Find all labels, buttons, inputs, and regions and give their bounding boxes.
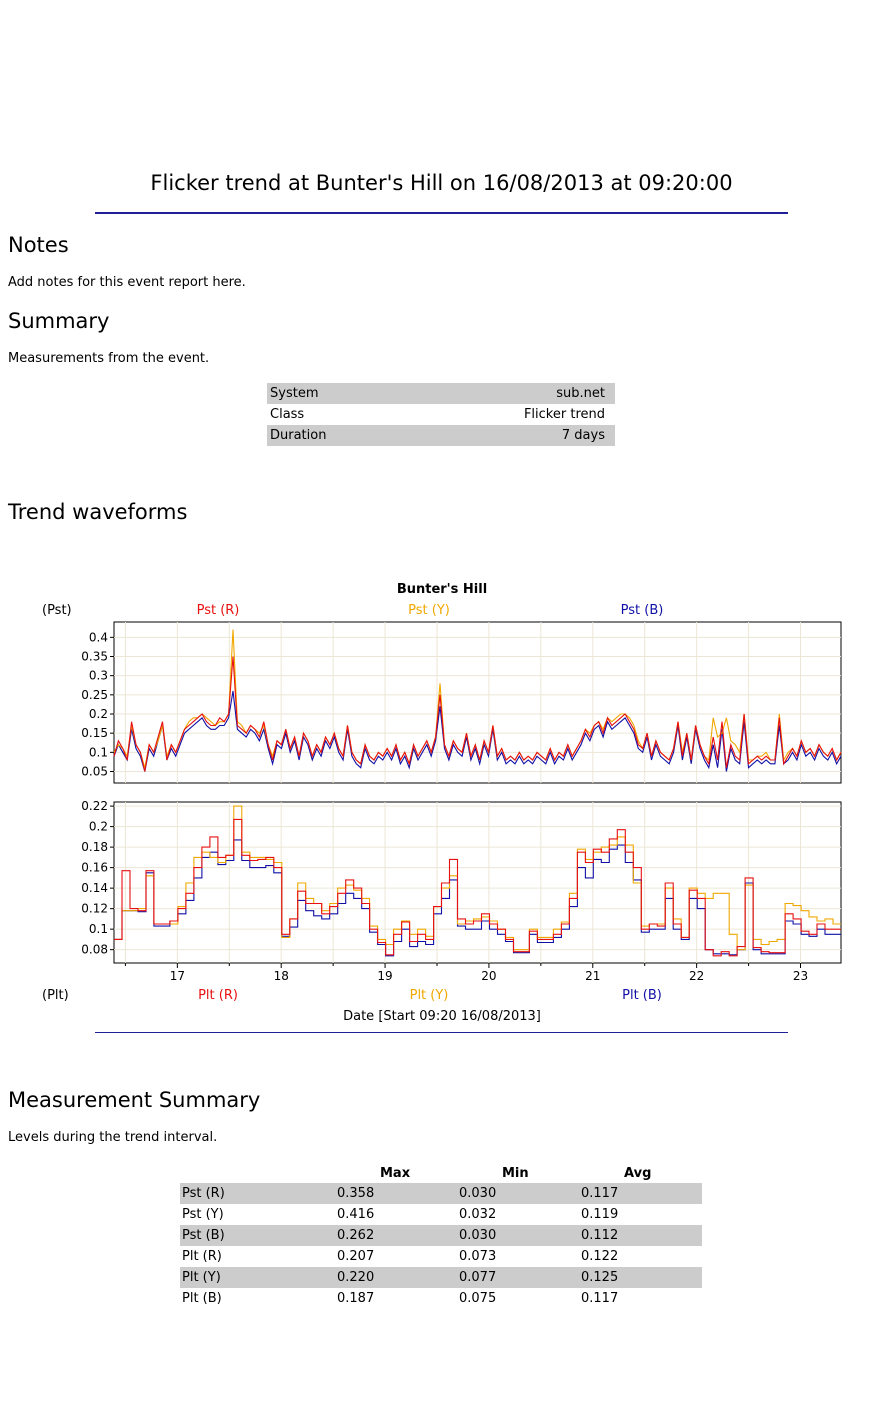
min-cell: 0.073 (459, 1249, 497, 1264)
max-cell: 0.262 (335, 1225, 457, 1246)
avg-cell: 0.112 (579, 1225, 702, 1246)
min-cell: 0.032 (459, 1207, 497, 1222)
max-cell: 0.416 (337, 1207, 375, 1222)
report-title: Flicker trend at Bunter's Hill on 16/08/… (150, 171, 733, 195)
summary-value: Flicker trend (523, 407, 605, 422)
legend-pst-r: Pst (R) (197, 603, 240, 618)
measurement-row: Plt (B) 0.187 0.075 0.117 (180, 1288, 702, 1309)
pst-series-b (113, 690, 842, 772)
row-label: Plt (Y) (180, 1267, 335, 1288)
min-cell: 0.030 (457, 1225, 579, 1246)
chart-title: Bunter's Hill (397, 582, 487, 597)
trend-chart: Bunter's Hill (Pst) (Plt) Date [Start 09… (0, 570, 883, 1025)
plt-ytick-label: 0.16 (81, 861, 108, 875)
chart-divider (95, 1032, 788, 1033)
pst-ytick-label: 0.4 (89, 630, 108, 644)
trend-chart-svg: Bunter's Hill (Pst) (Plt) Date [Start 09… (42, 582, 842, 1024)
bottom-ylabel: (Plt) (42, 988, 69, 1003)
pst-ytick-label: 0.2 (89, 707, 108, 721)
summary-label: Duration (267, 425, 415, 446)
measurement-heading: Measurement Summary (8, 1088, 261, 1112)
plt-ytick-label: 0.22 (81, 799, 108, 813)
summary-text: Measurements from the event. (8, 351, 210, 366)
pst-series-r (113, 656, 842, 772)
plt-ytick-label: 0.08 (81, 943, 108, 957)
plt-ytick-label: 0.2 (89, 820, 108, 834)
col-header-avg: Avg (624, 1165, 652, 1181)
xtick-label: 23 (793, 969, 808, 983)
pst-ytick-label: 0.3 (89, 669, 108, 683)
xtick-label: 17 (170, 969, 185, 983)
max-cell: 0.220 (335, 1267, 457, 1288)
xtick-label: 19 (377, 969, 392, 983)
notes-text: Add notes for this event report here. (8, 275, 246, 290)
xtick-label: 22 (689, 969, 704, 983)
col-header-max: Max (380, 1165, 411, 1181)
legend-pst-b: Pst (B) (621, 603, 664, 618)
min-cell: 0.030 (457, 1183, 579, 1204)
min-cell: 0.075 (459, 1291, 497, 1306)
measurement-row: Pst (B) 0.262 0.030 0.112 (180, 1225, 702, 1246)
col-header-min: Min (502, 1165, 529, 1181)
measurement-text: Levels during the trend interval. (8, 1130, 218, 1145)
x-axis-label: Date [Start 09:20 16/08/2013] (343, 1009, 541, 1024)
pst-ytick-label: 0.35 (81, 650, 108, 664)
title-divider (95, 212, 788, 214)
legend-plt-b: Plt (B) (622, 988, 662, 1003)
plt-plot-area (113, 801, 842, 964)
pst-ytick-label: 0.05 (81, 765, 108, 779)
summary-table: System sub.net Class Flicker trend Durat… (267, 383, 615, 446)
measurement-row: Pst (R) 0.358 0.030 0.117 (180, 1183, 702, 1204)
legend-pst-y: Pst (Y) (408, 603, 450, 618)
row-label: Plt (B) (182, 1291, 222, 1306)
avg-cell: 0.119 (581, 1207, 619, 1222)
pst-ytick-label: 0.1 (89, 745, 108, 759)
avg-cell: 0.117 (581, 1291, 619, 1306)
row-label: Pst (R) (180, 1183, 335, 1204)
summary-row: Class Flicker trend (267, 404, 615, 425)
avg-cell: 0.125 (579, 1267, 702, 1288)
summary-value: 7 days (414, 425, 615, 446)
xtick-label: 18 (274, 969, 289, 983)
pst-ytick-label: 0.15 (81, 726, 108, 740)
summary-label: System (267, 383, 415, 404)
notes-heading: Notes (8, 233, 69, 257)
avg-cell: 0.117 (579, 1183, 702, 1204)
pst-plot-area (113, 621, 842, 784)
plt-series-r (114, 818, 841, 957)
measurement-row: Plt (R) 0.207 0.073 0.122 (180, 1246, 702, 1267)
measurement-row: Plt (Y) 0.220 0.077 0.125 (180, 1267, 702, 1288)
row-label: Pst (B) (180, 1225, 335, 1246)
measurement-header-row: Max Min Avg (180, 1163, 702, 1183)
summary-heading: Summary (8, 309, 110, 333)
avg-cell: 0.122 (581, 1249, 619, 1264)
plt-ytick-label: 0.18 (81, 840, 108, 854)
xtick-label: 21 (585, 969, 600, 983)
plt-ytick-label: 0.1 (89, 922, 108, 936)
pst-ytick-label: 0.25 (81, 688, 108, 702)
top-ylabel: (Pst) (42, 603, 72, 618)
summary-label: Class (270, 407, 305, 422)
summary-value: sub.net (414, 383, 615, 404)
summary-row: System sub.net (267, 383, 615, 404)
max-cell: 0.187 (337, 1291, 375, 1306)
min-cell: 0.077 (457, 1267, 579, 1288)
plt-ytick-label: 0.14 (81, 881, 108, 895)
legend-plt-y: Plt (Y) (410, 988, 449, 1003)
legend-plt-r: Plt (R) (198, 988, 238, 1003)
max-cell: 0.207 (337, 1249, 375, 1264)
summary-row: Duration 7 days (267, 425, 615, 446)
row-label: Pst (Y) (182, 1207, 224, 1222)
max-cell: 0.358 (335, 1183, 457, 1204)
measurement-table: Max Min Avg Pst (R) 0.358 0.030 0.117 Ps… (180, 1163, 702, 1309)
measurement-row: Pst (Y) 0.416 0.032 0.119 (180, 1204, 702, 1225)
xtick-label: 20 (481, 969, 496, 983)
row-label: Plt (R) (182, 1249, 222, 1264)
trend-heading: Trend waveforms (8, 500, 188, 524)
plt-ytick-label: 0.12 (81, 902, 108, 916)
